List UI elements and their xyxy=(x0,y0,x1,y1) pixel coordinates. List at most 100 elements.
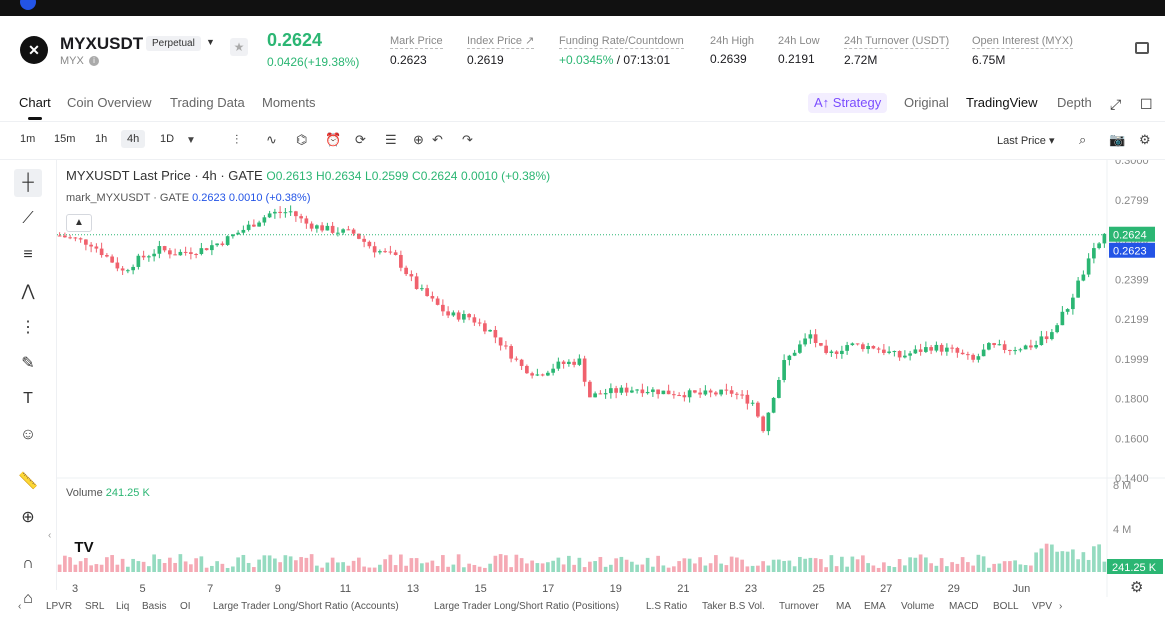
indicator-boll[interactable]: BOLL xyxy=(993,601,1019,612)
text-icon[interactable]: T xyxy=(23,390,33,407)
emoji-icon[interactable]: ☺ xyxy=(19,426,37,443)
indicator-lpvr[interactable]: LPVR xyxy=(46,601,73,612)
candle-body xyxy=(273,211,277,214)
tradingview-logo-icon[interactable]: TV xyxy=(70,538,98,558)
view-tradingview[interactable]: TradingView xyxy=(966,95,1038,110)
tab-chart[interactable]: Chart xyxy=(19,95,51,110)
timeframe-1h[interactable]: 1h xyxy=(95,133,108,145)
undo-icon[interactable]: ↶ xyxy=(432,132,443,147)
candle-body xyxy=(887,351,891,353)
gate-logo-icon[interactable] xyxy=(20,0,36,10)
volume-bar xyxy=(168,557,172,572)
volume-bar xyxy=(241,554,246,572)
chart-settings-icon[interactable]: ⚙ xyxy=(1130,579,1144,596)
indicator-srl[interactable]: SRL xyxy=(85,601,105,612)
add-indicator-icon[interactable]: ⊕ xyxy=(413,132,424,147)
volume-bar xyxy=(120,558,125,572)
indicator-large-trader-positions[interactable]: Large Trader Long/Short Ratio (Positions… xyxy=(434,601,620,612)
indicator-ls-ratio[interactable]: L.S Ratio xyxy=(646,601,688,612)
ohlc-close: C0.2624 xyxy=(412,169,458,183)
indicator-ema[interactable]: EMA xyxy=(864,601,886,612)
indicator-liq[interactable]: Liq xyxy=(116,601,130,612)
trend-line-icon[interactable]: ⟋ xyxy=(22,210,34,227)
scroll-left-icon[interactable]: ‹ xyxy=(48,530,52,541)
stat-label[interactable]: Open Interest (MYX) xyxy=(972,35,1073,49)
magnet-icon[interactable]: ∩ xyxy=(22,555,34,572)
tab-trading-data[interactable]: Trading Data xyxy=(170,95,245,110)
indicator-ma[interactable]: MA xyxy=(836,601,851,612)
indicators-icon[interactable]: ∿ xyxy=(266,132,277,147)
timeframe-1d[interactable]: 1D xyxy=(160,133,175,145)
compare-icon[interactable]: ⌬ xyxy=(296,132,308,147)
info-icon[interactable]: i xyxy=(89,56,99,66)
crosshair-icon[interactable]: ┼ xyxy=(14,169,42,197)
candle-body xyxy=(126,270,130,272)
volume-bar xyxy=(735,557,739,572)
candle-body xyxy=(656,389,660,395)
ai-icon: A↑ xyxy=(814,95,830,110)
fullscreen-icon[interactable]: ☐ xyxy=(1140,96,1153,112)
candle-body xyxy=(950,347,954,349)
brush-icon[interactable]: ✎ xyxy=(21,355,35,372)
horizontal-lines-icon[interactable]: ≡ xyxy=(23,246,33,263)
book-icon[interactable] xyxy=(1135,42,1149,54)
scroll-left-icon[interactable]: ‹ xyxy=(18,601,22,612)
view-depth[interactable]: Depth xyxy=(1057,95,1092,110)
tab-moments[interactable]: Moments xyxy=(262,95,316,110)
camera-icon[interactable]: 📷 xyxy=(1109,132,1126,147)
symbol-dropdown-icon[interactable]: ▼ xyxy=(206,37,215,47)
candle-body xyxy=(630,390,634,393)
indicator-turnover[interactable]: Turnover xyxy=(779,601,819,612)
templates-icon[interactable]: ☰ xyxy=(385,132,397,147)
replay-icon[interactable]: ⟳ xyxy=(355,132,366,147)
indicator-oi[interactable]: OI xyxy=(180,601,191,612)
candle-body xyxy=(78,238,83,240)
gear-icon[interactable]: ⚙ xyxy=(1139,132,1151,147)
tab-coin-overview[interactable]: Coin Overview xyxy=(67,95,152,110)
lock-icon[interactable]: ⌂ xyxy=(23,590,33,607)
ruler-icon[interactable]: 📏 xyxy=(18,473,38,490)
search-icon[interactable]: ⌕ xyxy=(1079,132,1087,147)
volume-bar xyxy=(420,563,424,572)
volume-bar xyxy=(320,567,324,572)
redo-icon[interactable]: ↷ xyxy=(462,132,473,147)
candle-body xyxy=(257,222,261,227)
volume-bar xyxy=(892,567,897,572)
zoom-in-icon[interactable]: ⊕ xyxy=(21,509,35,526)
timeframe-dropdown-icon[interactable]: ▼ xyxy=(186,135,196,146)
fib-icon[interactable]: ⋮ xyxy=(20,319,36,336)
candle-body xyxy=(325,225,330,231)
indicator-vpv[interactable]: VPV xyxy=(1032,601,1053,612)
price-source-select[interactable]: Last Price ▾ xyxy=(997,135,1055,147)
pattern-icon[interactable]: ⋀ xyxy=(21,283,35,300)
indicator-basis[interactable]: Basis xyxy=(142,601,167,612)
volume-bar xyxy=(672,566,676,572)
candle-body xyxy=(567,361,571,364)
stat-label[interactable]: Mark Price xyxy=(390,35,443,49)
volume-bar xyxy=(467,563,471,572)
indicator-taker-vol[interactable]: Taker B.S Vol. xyxy=(702,601,765,612)
view-original[interactable]: Original xyxy=(904,95,949,110)
indicator-large-trader-accounts[interactable]: Large Trader Long/Short Ratio (Accounts) xyxy=(213,601,399,612)
collapse-legend-button[interactable]: ▲ xyxy=(66,214,92,232)
timeframe-1m[interactable]: 1m xyxy=(20,133,36,145)
symbol-name[interactable]: MYXUSDT xyxy=(60,34,144,53)
favorite-star-icon[interactable]: ★ xyxy=(230,38,248,56)
stat-label[interactable]: Index Price ↗ xyxy=(467,34,535,49)
strategy-button[interactable]: A↑ Strategy xyxy=(808,93,888,113)
timeframe-4h[interactable]: 4h xyxy=(121,130,146,148)
indicator-macd[interactable]: MACD xyxy=(949,601,979,612)
price-chart[interactable]: 0.30000.27990.25990.23990.21990.19990.18… xyxy=(57,160,1165,617)
stat-open-interest: Open Interest (MYX) 6.75M xyxy=(972,33,1073,67)
candle-body xyxy=(745,394,750,404)
candle-type-icon[interactable]: ⫶ xyxy=(235,132,239,147)
alert-icon[interactable]: ⏰ xyxy=(325,132,342,147)
indicator-volume[interactable]: Volume xyxy=(901,601,935,612)
timeframe-15m[interactable]: 15m xyxy=(54,133,76,145)
external-link-icon[interactable]: ↗ xyxy=(525,35,535,47)
expand-icon[interactable]: ⤢ xyxy=(1110,96,1122,112)
stat-label[interactable]: 24h Turnover (USDT) xyxy=(844,35,950,49)
scroll-right-icon[interactable]: › xyxy=(1059,601,1063,612)
stat-label[interactable]: Funding Rate/Countdown xyxy=(559,35,684,49)
price-tick: 0.1999 xyxy=(1115,354,1149,366)
